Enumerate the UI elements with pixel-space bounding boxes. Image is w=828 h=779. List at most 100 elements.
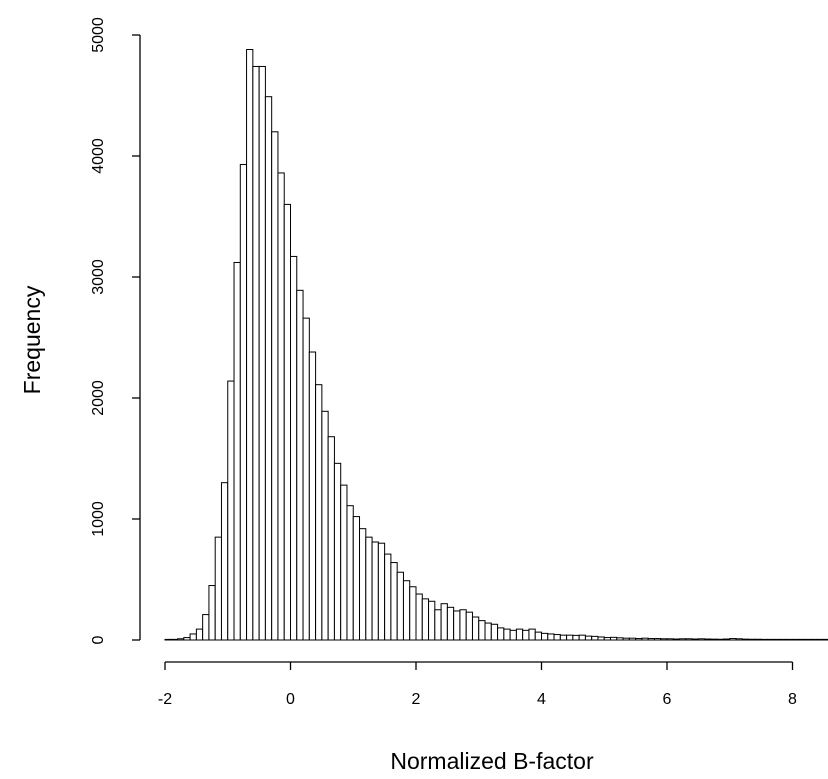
histogram-bar	[804, 638, 812, 641]
histogram-bar	[340, 484, 348, 641]
histogram-bar	[346, 505, 354, 641]
y-tick-label: 3000	[90, 259, 107, 295]
histogram-bar	[666, 638, 674, 641]
histogram-bar	[465, 611, 473, 641]
histogram-bar	[547, 633, 555, 641]
histogram-bar	[290, 255, 298, 641]
histogram-bar	[735, 638, 743, 641]
histogram-bar	[509, 629, 517, 641]
histogram-bar	[271, 131, 279, 641]
x-tick-label: 8	[788, 691, 797, 708]
histogram-bar	[471, 616, 480, 641]
histogram-bar	[283, 203, 292, 641]
histogram-bar	[296, 289, 304, 641]
x-tick-label: -2	[158, 691, 172, 708]
histogram-bar	[497, 627, 505, 641]
x-tick-label: 4	[537, 691, 546, 708]
histogram-bar	[246, 49, 254, 641]
histogram-bar	[264, 96, 273, 641]
y-tick-label: 2000	[90, 380, 107, 416]
histogram-bar	[390, 562, 398, 641]
histogram-bar	[333, 462, 342, 641]
histogram-bar	[490, 623, 499, 641]
histogram-bar	[647, 638, 655, 641]
histogram-bar	[170, 638, 179, 641]
x-tick-label: 2	[412, 691, 421, 708]
histogram-bar	[616, 637, 624, 641]
histogram-bar	[653, 638, 662, 641]
histogram-bar	[610, 636, 618, 641]
histogram-bar	[252, 65, 260, 641]
bars-group	[164, 49, 828, 641]
histogram-bar	[352, 516, 361, 641]
x-tick-label: 0	[286, 691, 295, 708]
histogram-bar	[277, 172, 285, 641]
histogram-bar	[371, 541, 379, 641]
histogram-bar	[622, 637, 630, 641]
histogram-bar	[189, 633, 197, 641]
histogram-bar	[603, 637, 612, 641]
histogram-bar	[384, 553, 392, 641]
histogram-bar	[239, 163, 248, 641]
histogram-bar	[810, 638, 819, 641]
histogram-bar	[177, 638, 185, 641]
histogram-bar	[208, 585, 216, 641]
histogram-bar	[453, 610, 461, 641]
histogram-bar	[528, 628, 536, 641]
histogram-bar	[566, 634, 574, 641]
histogram-bar	[748, 638, 756, 641]
histogram-bar	[321, 410, 329, 641]
histogram-bar	[434, 609, 442, 641]
histogram-bar	[691, 638, 699, 641]
histogram-bar	[553, 634, 561, 641]
histogram-bar	[459, 609, 467, 641]
x-axis: -2 0 2 4 6 8	[158, 661, 797, 708]
histogram-bar	[754, 638, 762, 641]
histogram-bar	[697, 638, 706, 641]
histogram-bar	[710, 638, 718, 641]
histogram-bar	[785, 638, 793, 641]
histogram-bar	[760, 638, 768, 641]
histogram-bar	[773, 638, 781, 641]
histogram-bar	[722, 638, 731, 641]
histogram-bar	[327, 436, 335, 641]
y-axis: 0 1000 2000 3000 4000 5000	[90, 17, 141, 644]
histogram-bar	[817, 638, 825, 641]
histogram-bar	[704, 638, 712, 641]
histogram-bar	[823, 638, 828, 641]
histogram-bar	[195, 628, 204, 641]
histogram-bar	[578, 634, 586, 641]
y-tick-label: 1000	[90, 501, 107, 537]
histogram-bar	[741, 638, 750, 641]
histogram-bar	[220, 482, 229, 641]
histogram-bar	[377, 542, 386, 641]
histogram-bar	[685, 638, 693, 641]
histogram-bar	[635, 638, 643, 641]
y-axis-label: Frequency	[19, 285, 45, 394]
histogram-bar	[660, 638, 668, 641]
histogram-bar	[359, 528, 367, 641]
histogram-bar	[428, 600, 436, 641]
histogram-bar	[365, 536, 373, 641]
histogram-bar	[421, 598, 430, 641]
histogram-bar	[233, 261, 241, 641]
histogram-bar	[591, 635, 599, 641]
histogram-bar	[302, 317, 310, 641]
histogram-bar	[396, 571, 404, 641]
histogram-bar	[672, 638, 681, 641]
histogram-bar	[679, 638, 687, 641]
histogram-bar	[729, 638, 737, 641]
histogram-bar	[409, 586, 417, 641]
histogram-bar	[446, 606, 455, 641]
x-tick-label: 6	[663, 691, 672, 708]
histogram-bar	[641, 637, 649, 641]
histogram-bar	[572, 634, 580, 641]
histogram-bar	[766, 638, 775, 641]
histogram-bar	[258, 65, 266, 641]
y-tick-label: 5000	[90, 17, 107, 53]
histogram-bar	[183, 637, 191, 641]
histogram-bar	[522, 629, 530, 641]
histogram-bar	[164, 638, 172, 641]
histogram-bar	[798, 638, 806, 641]
